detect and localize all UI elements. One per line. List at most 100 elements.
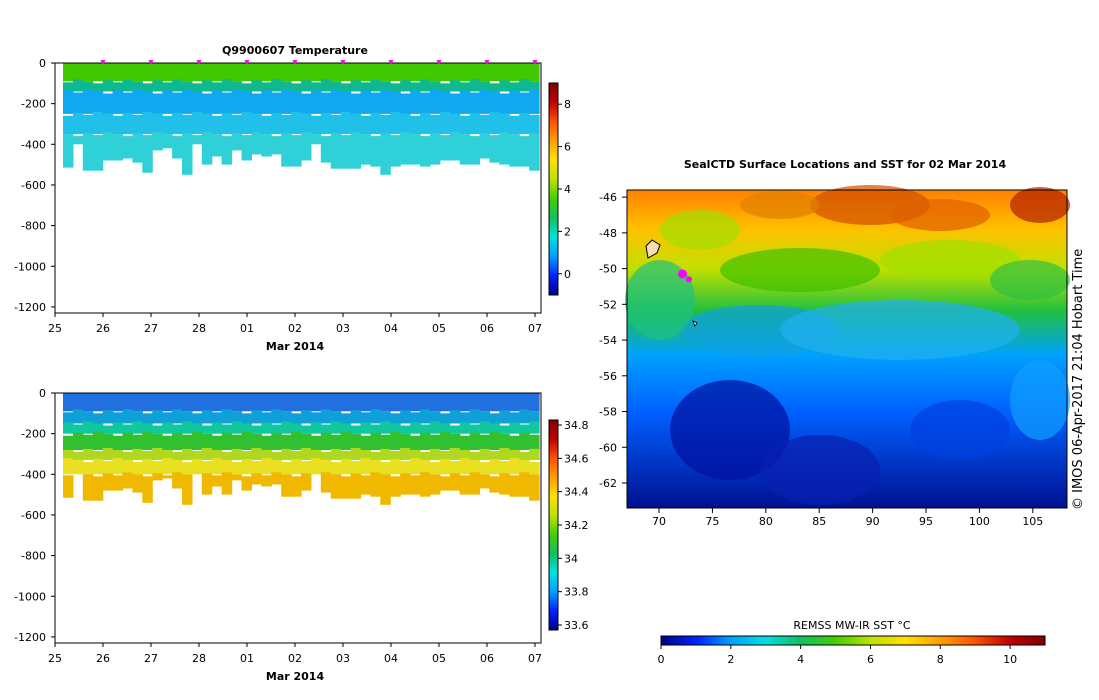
section-cell [82, 448, 94, 461]
section-cell [420, 92, 431, 114]
section-cell [360, 475, 371, 495]
section-cell [191, 135, 203, 145]
section-cell [271, 451, 282, 461]
section-cell [439, 450, 451, 461]
section-cell [380, 411, 391, 424]
section-cell [420, 424, 431, 434]
section-cell [261, 115, 272, 135]
section-cell [182, 63, 193, 82]
section-cell [92, 91, 104, 114]
section-cell [360, 63, 371, 82]
section-cell [231, 393, 243, 412]
section-cell [102, 93, 114, 114]
section-cell [182, 133, 193, 175]
section-cell [301, 473, 312, 491]
profile-marker [244, 60, 250, 65]
section-cell [231, 114, 243, 135]
section-cell [162, 393, 173, 412]
sst-map-texture [625, 185, 1070, 505]
section-cell [489, 135, 500, 163]
section-cell [370, 112, 381, 135]
section-cell [439, 431, 451, 450]
section-cell [479, 393, 490, 412]
section-cell [172, 472, 183, 489]
section-cell [301, 433, 312, 450]
section-cell [360, 435, 371, 450]
section-cell [72, 79, 84, 92]
section-cell [390, 413, 401, 424]
section-cell [241, 431, 252, 450]
section-cell [182, 462, 193, 475]
section-cell [301, 425, 312, 434]
section-cell [191, 431, 203, 450]
y-tick-label: -800 [21, 550, 46, 563]
section-cell [370, 424, 381, 434]
section-cell [489, 476, 500, 493]
profile-markers [100, 60, 538, 65]
heard-island [692, 320, 698, 327]
section-cell [360, 82, 371, 92]
section-cell [320, 92, 332, 114]
sst-colorbar-tick-label: 8 [937, 653, 944, 666]
profile-marker [292, 60, 298, 65]
y-tick-label: -200 [21, 98, 46, 111]
section-cell [182, 474, 193, 505]
section-cell [390, 450, 401, 461]
section-cell [400, 410, 411, 424]
section-cell [479, 81, 490, 92]
section-cell [360, 422, 371, 434]
section-cell [291, 111, 302, 135]
sst-patch [890, 199, 990, 231]
section-cell [102, 132, 114, 161]
section-cell [221, 79, 233, 92]
section-cell [172, 451, 183, 461]
section-cell [241, 135, 252, 161]
section-cell [439, 459, 451, 475]
section-cell [400, 93, 411, 114]
section-cell [410, 134, 421, 165]
section-cell [489, 83, 500, 92]
sst-patch [720, 248, 880, 292]
section-cell [261, 134, 272, 157]
section-cell [400, 473, 411, 495]
x-tick-label: 03 [336, 322, 350, 335]
section-cell [182, 421, 193, 434]
section-cell [380, 63, 391, 82]
section-cell [92, 111, 104, 135]
section-cell [251, 393, 262, 412]
section-cell [241, 393, 252, 412]
section-cell [310, 412, 322, 424]
section-cell [519, 472, 530, 497]
section-cell [340, 63, 352, 82]
section-cell [281, 133, 292, 167]
section-cell [251, 410, 262, 424]
section-cell [420, 393, 431, 412]
x-tick-label: 05 [432, 652, 446, 665]
section-cell [459, 63, 471, 82]
section-cell [152, 93, 163, 114]
section-cell [162, 82, 173, 92]
lat-tick-label: -60 [599, 441, 617, 454]
section-cell [241, 111, 252, 135]
section-cell [221, 409, 233, 424]
section-cell [122, 79, 133, 92]
y-tick-label: -1200 [14, 631, 46, 644]
section-cell [112, 115, 124, 135]
section-cell [231, 474, 243, 481]
section-cell [191, 413, 203, 424]
section-cell [330, 89, 342, 114]
section-cell [350, 447, 362, 461]
section-cell [122, 460, 133, 475]
section-cell [261, 82, 272, 92]
profile-marker [532, 60, 538, 65]
section-cell [310, 90, 322, 114]
section-cell [72, 424, 84, 434]
colorbar-tick-label: 6 [564, 141, 571, 154]
section-cell [72, 460, 84, 475]
section-cell [72, 92, 84, 114]
section-cell [231, 133, 243, 151]
section-cell [231, 81, 243, 92]
section-cell [449, 63, 461, 82]
section-cell [420, 79, 431, 92]
sst-colorbar-tick-label: 2 [727, 653, 734, 666]
